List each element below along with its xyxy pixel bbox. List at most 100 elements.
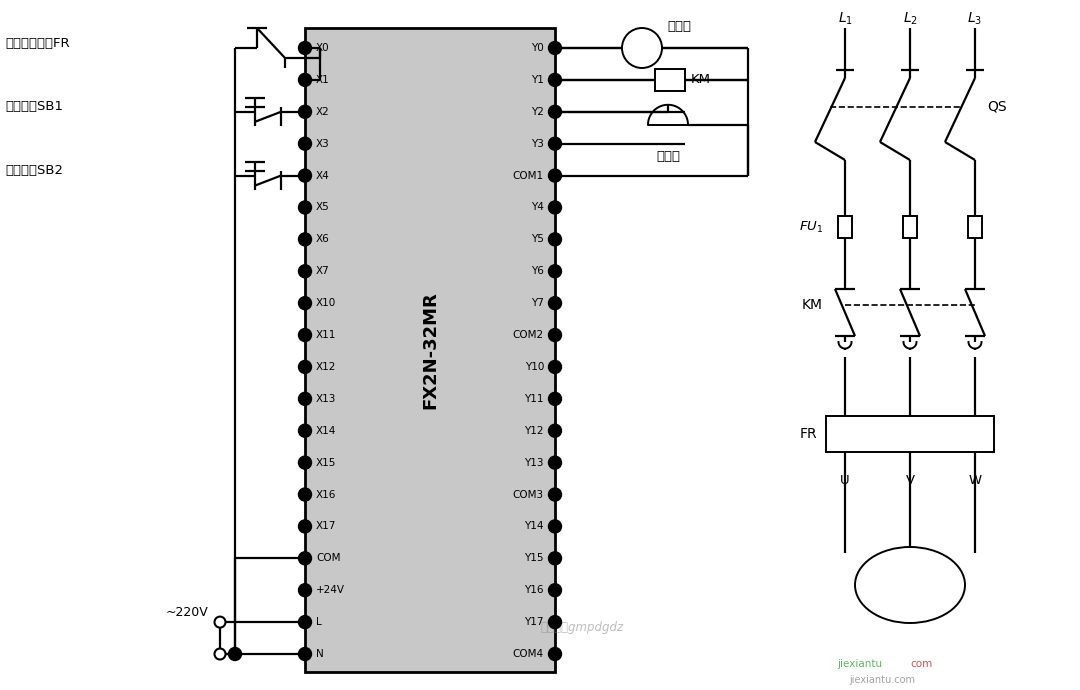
Text: X10: X10 bbox=[316, 298, 336, 308]
Circle shape bbox=[298, 520, 311, 533]
Circle shape bbox=[298, 106, 311, 118]
Text: X14: X14 bbox=[316, 426, 336, 436]
Circle shape bbox=[215, 649, 226, 660]
Text: X15: X15 bbox=[316, 457, 336, 468]
Text: FR: FR bbox=[799, 427, 816, 441]
Circle shape bbox=[549, 201, 562, 214]
Text: Y1: Y1 bbox=[531, 75, 544, 85]
Text: X2: X2 bbox=[316, 107, 329, 117]
Text: N: N bbox=[316, 649, 324, 659]
Circle shape bbox=[549, 328, 562, 342]
Circle shape bbox=[549, 393, 562, 405]
Circle shape bbox=[298, 169, 311, 182]
Circle shape bbox=[298, 233, 311, 246]
Text: COM3: COM3 bbox=[513, 489, 544, 500]
Text: Y3: Y3 bbox=[531, 139, 544, 148]
Text: 报警灯: 报警灯 bbox=[667, 19, 691, 32]
Text: X7: X7 bbox=[316, 266, 329, 276]
Text: QS: QS bbox=[987, 100, 1007, 114]
Text: $L_2$: $L_2$ bbox=[903, 10, 918, 27]
Circle shape bbox=[549, 297, 562, 310]
Circle shape bbox=[298, 297, 311, 310]
Text: X1: X1 bbox=[316, 75, 329, 85]
Circle shape bbox=[549, 647, 562, 660]
Text: COM: COM bbox=[316, 553, 340, 563]
Text: FX2N-32MR: FX2N-32MR bbox=[421, 291, 438, 409]
Text: $FU_1$: $FU_1$ bbox=[799, 219, 823, 235]
Text: com: com bbox=[910, 659, 932, 669]
Text: X11: X11 bbox=[316, 330, 336, 340]
Text: Y17: Y17 bbox=[525, 617, 544, 627]
Circle shape bbox=[549, 106, 562, 118]
Text: $L_1$: $L_1$ bbox=[837, 10, 852, 27]
Circle shape bbox=[215, 617, 226, 628]
Text: Y6: Y6 bbox=[531, 266, 544, 276]
Text: Y10: Y10 bbox=[525, 362, 544, 372]
Circle shape bbox=[549, 233, 562, 246]
Text: Y16: Y16 bbox=[525, 585, 544, 595]
Text: Y7: Y7 bbox=[531, 298, 544, 308]
Bar bbox=[838, 216, 852, 238]
Circle shape bbox=[549, 584, 562, 597]
Text: M: M bbox=[901, 575, 920, 595]
Bar bbox=[826, 416, 994, 452]
Circle shape bbox=[298, 41, 311, 55]
Circle shape bbox=[298, 73, 311, 86]
Text: Y13: Y13 bbox=[525, 457, 544, 468]
Text: W: W bbox=[969, 474, 982, 487]
Text: X5: X5 bbox=[316, 202, 329, 213]
Text: Y4: Y4 bbox=[531, 202, 544, 213]
Circle shape bbox=[549, 615, 562, 629]
Circle shape bbox=[298, 393, 311, 405]
Circle shape bbox=[549, 520, 562, 533]
Text: 热继电器触点FR: 热继电器触点FR bbox=[5, 37, 69, 50]
Circle shape bbox=[298, 328, 311, 342]
Text: COM2: COM2 bbox=[513, 330, 544, 340]
Bar bbox=[903, 216, 917, 238]
Circle shape bbox=[622, 28, 662, 68]
Text: Y5: Y5 bbox=[531, 235, 544, 244]
Text: jiexiantu.com: jiexiantu.com bbox=[849, 675, 915, 685]
Ellipse shape bbox=[855, 547, 966, 623]
Text: X13: X13 bbox=[316, 394, 336, 404]
Text: +24V: +24V bbox=[316, 585, 345, 595]
Circle shape bbox=[298, 615, 311, 629]
Text: Y2: Y2 bbox=[531, 107, 544, 117]
Circle shape bbox=[229, 647, 242, 660]
Text: Y12: Y12 bbox=[525, 426, 544, 436]
Text: X3: X3 bbox=[316, 139, 329, 148]
Text: Y11: Y11 bbox=[525, 394, 544, 404]
Text: 报警铃: 报警铃 bbox=[656, 150, 680, 163]
Circle shape bbox=[549, 552, 562, 565]
Text: $L_3$: $L_3$ bbox=[968, 10, 983, 27]
Circle shape bbox=[298, 137, 311, 150]
Text: 停止按鈕SB2: 停止按鈕SB2 bbox=[5, 164, 63, 177]
Text: L: L bbox=[316, 617, 322, 627]
Text: Y0: Y0 bbox=[531, 43, 544, 53]
Text: X6: X6 bbox=[316, 235, 329, 244]
Text: jiexiantu: jiexiantu bbox=[837, 659, 882, 669]
Text: V: V bbox=[905, 474, 915, 487]
Text: KM: KM bbox=[802, 298, 823, 312]
Circle shape bbox=[298, 456, 311, 469]
Circle shape bbox=[549, 360, 562, 373]
Text: X4: X4 bbox=[316, 170, 329, 181]
Circle shape bbox=[298, 488, 311, 501]
Circle shape bbox=[298, 552, 311, 565]
Text: X0: X0 bbox=[316, 43, 329, 53]
Circle shape bbox=[549, 488, 562, 501]
Bar bbox=[305, 28, 555, 672]
Text: X12: X12 bbox=[316, 362, 336, 372]
Bar bbox=[968, 216, 982, 238]
Circle shape bbox=[298, 201, 311, 214]
Circle shape bbox=[549, 456, 562, 469]
Circle shape bbox=[298, 584, 311, 597]
Text: 微信号：gmpdgdz: 微信号：gmpdgdz bbox=[540, 622, 623, 635]
Text: X16: X16 bbox=[316, 489, 336, 500]
Text: COM1: COM1 bbox=[513, 170, 544, 181]
Circle shape bbox=[549, 265, 562, 278]
Text: KM: KM bbox=[691, 73, 711, 86]
Circle shape bbox=[549, 137, 562, 150]
Text: ~220V: ~220V bbox=[165, 606, 208, 619]
Circle shape bbox=[298, 647, 311, 660]
